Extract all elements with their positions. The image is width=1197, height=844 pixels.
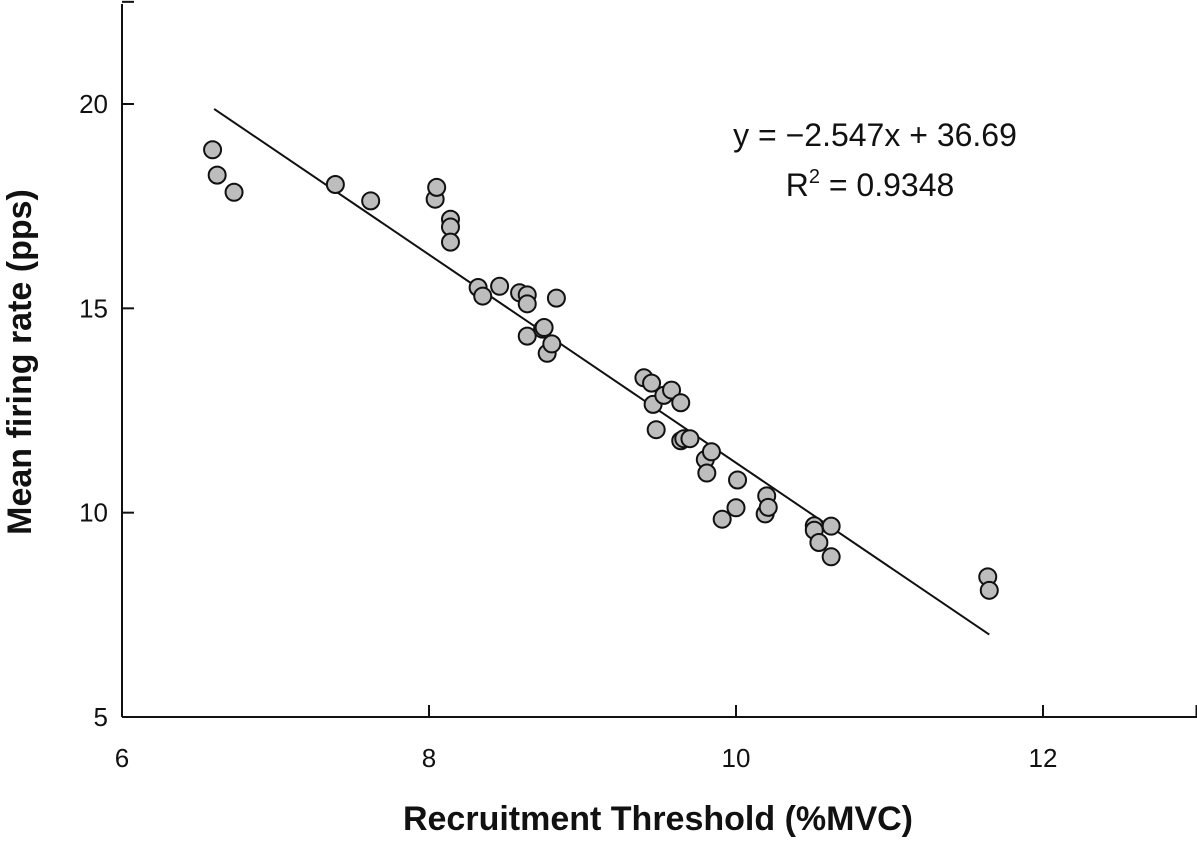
- data-point: [440, 232, 460, 252]
- x-tick-label: 8: [422, 743, 436, 773]
- data-point: [325, 175, 345, 195]
- data-point: [809, 532, 829, 552]
- data-point: [361, 191, 381, 211]
- data-point: [490, 276, 510, 296]
- data-point: [517, 294, 537, 314]
- data-point: [642, 373, 662, 393]
- x-axis-title: Recruitment Threshold (%MVC): [403, 800, 913, 838]
- x-tick-label: 10: [722, 743, 751, 773]
- data-point: [203, 140, 223, 160]
- data-point: [517, 326, 537, 346]
- trendline-equation: y = −2.547x + 36.69: [733, 117, 1017, 153]
- data-point: [697, 463, 717, 483]
- data-point: [646, 420, 666, 440]
- data-point: [758, 497, 778, 517]
- y-tick-label: 20: [79, 89, 108, 119]
- data-points: [203, 140, 999, 600]
- x-axis-ticks: 6 8 10 12: [115, 705, 1197, 773]
- data-point: [821, 516, 841, 536]
- data-point: [546, 288, 566, 308]
- data-point: [542, 334, 562, 354]
- y-tick-label: 10: [79, 498, 108, 528]
- y-tick-label: 5: [94, 702, 108, 732]
- data-point: [726, 498, 746, 518]
- data-point: [671, 393, 691, 413]
- x-tick-label: 6: [115, 743, 129, 773]
- r-squared-value: = 0.9348: [820, 167, 954, 203]
- r-squared-label: R2 = 0.9348: [786, 166, 955, 203]
- data-point: [207, 165, 227, 185]
- y-axis-ticks: 5 10 15 20: [79, 0, 134, 732]
- y-axis-title: Mean firing rate (pps): [1, 189, 39, 535]
- data-point: [662, 380, 682, 400]
- data-point: [821, 547, 841, 567]
- data-point: [712, 509, 732, 529]
- x-tick-label: 12: [1029, 743, 1058, 773]
- data-point: [680, 429, 700, 449]
- data-point: [979, 580, 999, 600]
- r-squared-superscript: 2: [809, 166, 820, 188]
- trend-line: [213, 108, 990, 636]
- data-point: [224, 182, 244, 202]
- y-tick-label: 15: [79, 293, 108, 323]
- data-point: [427, 177, 447, 197]
- data-point: [473, 286, 493, 306]
- data-point: [701, 442, 721, 462]
- r-squared-prefix: R: [786, 167, 809, 203]
- data-point: [534, 318, 554, 338]
- data-point: [728, 470, 748, 490]
